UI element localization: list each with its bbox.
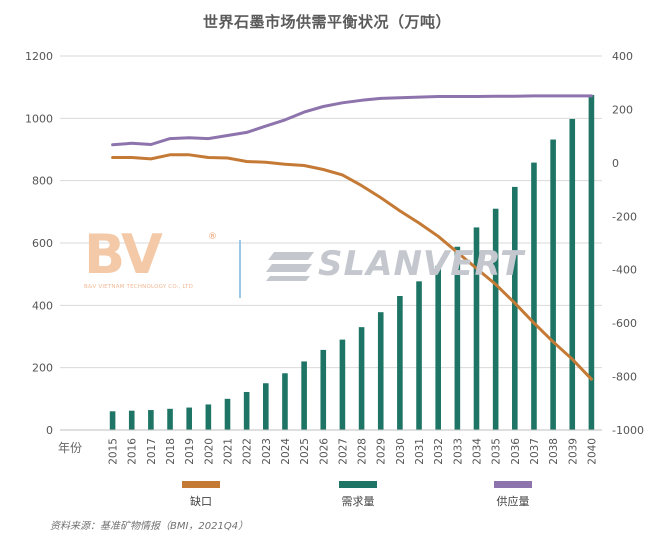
demand-bar <box>128 410 135 430</box>
legend-swatch-demand <box>339 481 377 488</box>
x-tick-label: 2020 <box>203 438 215 465</box>
series-lines <box>111 94 593 381</box>
bv-watermark-text: BV <box>84 223 163 286</box>
demand-bar <box>473 227 480 430</box>
x-tick-label: 2016 <box>127 438 139 465</box>
x-tick-label: 2021 <box>223 438 235 465</box>
x-tick-label: 2033 <box>452 438 464 465</box>
demand-bar <box>588 94 595 430</box>
x-tick-label: 2027 <box>337 438 349 465</box>
legend-label-shortage: 缺口 <box>190 495 212 508</box>
y-left-tick-label: 0 <box>46 424 53 437</box>
demand-bar <box>435 265 441 430</box>
demand-bar <box>148 410 154 430</box>
y-left-tick-label: 200 <box>32 362 53 375</box>
legend-swatch-shortage <box>182 481 220 488</box>
y-left-tick-label: 600 <box>32 237 53 250</box>
source-note: 资料来源：基准矿物情报（BMI，2021Q4） <box>50 521 249 532</box>
demand-bar <box>301 361 307 430</box>
x-tick-label: 2026 <box>318 438 330 465</box>
y-left-tick-label: 800 <box>32 175 53 188</box>
demand-bar <box>492 208 499 430</box>
demand-bar <box>186 407 192 430</box>
y-right-tick-label: 400 <box>612 50 633 63</box>
y-right-tick-label: -800 <box>612 371 637 384</box>
slanvert-watermark-text: SLANVERT <box>318 244 525 284</box>
demand-bar <box>454 246 461 430</box>
y-right-tick-label: 0 <box>612 157 619 170</box>
y-left-tick-label: 1000 <box>25 112 53 125</box>
x-tick-label: 2023 <box>261 438 273 465</box>
demand-bar <box>416 281 422 430</box>
legend-label-demand: 需求量 <box>341 495 375 508</box>
x-tick-label: 2019 <box>184 438 196 465</box>
x-tick-label: 2039 <box>567 438 579 465</box>
demand-bar <box>263 383 269 430</box>
x-tick-label: 2032 <box>433 438 445 465</box>
y-right-tick-label: -600 <box>612 317 637 330</box>
x-tick-label: 2040 <box>586 438 598 465</box>
x-tick-label: 2028 <box>357 438 369 465</box>
demand-bar <box>282 373 288 430</box>
slanvert-watermark-logo: SLANVERT <box>264 244 523 284</box>
x-tick-label: 2024 <box>280 438 292 465</box>
watermark-separator <box>239 240 241 298</box>
x-tick-label: 2031 <box>414 438 426 465</box>
bv-watermark-logo: BV ® B&V VIETNAM TECHNOLOGY CO., LTD <box>84 228 224 308</box>
slanvert-emblem-icon <box>266 252 314 281</box>
demand-bar <box>397 295 403 430</box>
y-right-tick-label: -400 <box>612 264 637 277</box>
demand-bar <box>243 391 250 430</box>
demand-bar <box>167 408 173 430</box>
x-axis-label: 年份 <box>58 441 82 455</box>
demand-bar <box>377 312 384 430</box>
bv-watermark-subtitle: B&V VIETNAM TECHNOLOGY CO., LTD <box>84 284 194 290</box>
demand-bar <box>109 411 116 430</box>
x-tick-label: 2030 <box>395 438 407 465</box>
demand-bar <box>531 162 537 430</box>
supply-line <box>111 94 593 147</box>
y-right-tick-label: 200 <box>612 103 633 116</box>
x-tick-label: 2018 <box>165 438 177 465</box>
bv-watermark-registered: ® <box>208 232 217 242</box>
chart-title: 世界石墨市场供需平衡状况（万吨） <box>202 13 451 31</box>
x-tick-label: 2022 <box>242 438 254 465</box>
demand-bar <box>550 139 556 430</box>
y-left-tick-label: 1200 <box>25 50 53 63</box>
shortage-line <box>111 153 593 381</box>
legend-label-supply: 供应量 <box>496 495 530 508</box>
legend-swatch-supply <box>494 481 532 488</box>
x-tick-label: 2038 <box>548 438 560 465</box>
x-tick-label: 2015 <box>108 438 120 465</box>
demand-bar <box>205 404 212 430</box>
y-right-tick-label: -1000 <box>612 424 644 437</box>
x-tick-label: 2036 <box>510 438 522 465</box>
y-right-tick-label: -200 <box>612 210 637 223</box>
x-tick-label: 2034 <box>472 438 484 465</box>
x-tick-label: 2017 <box>146 438 158 465</box>
x-tick-label: 2029 <box>376 438 388 465</box>
y-left-tick-label: 400 <box>32 299 53 312</box>
demand-bar <box>339 339 346 430</box>
x-tick-label: 2037 <box>529 438 541 465</box>
demand-bar <box>569 118 576 430</box>
demand-bar <box>224 398 231 430</box>
demand-bar <box>358 327 365 430</box>
demand-bar <box>320 349 327 430</box>
demand-bars <box>109 94 595 430</box>
x-tick-label: 2035 <box>491 438 503 465</box>
x-tick-label: 2025 <box>299 438 311 465</box>
axes: 0 200 400 600 800 1000 1200 -1000 -800 -600 -400 -2… <box>25 50 644 465</box>
demand-bar <box>512 186 518 430</box>
